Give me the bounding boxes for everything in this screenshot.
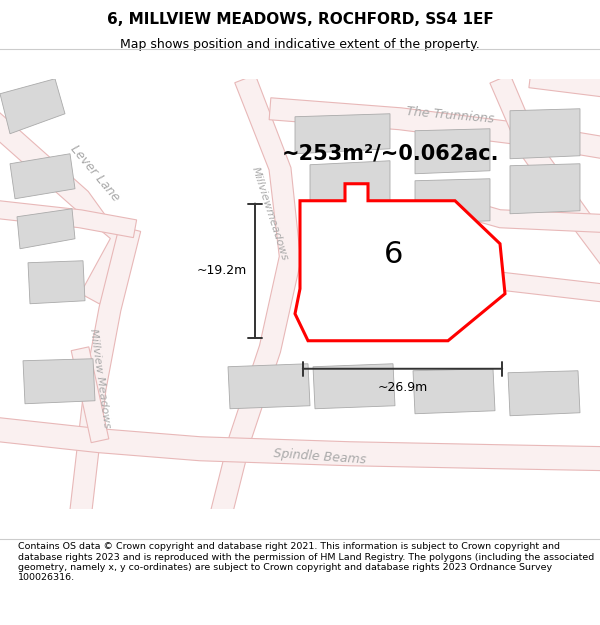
Text: Contains OS data © Crown copyright and database right 2021. This information is : Contains OS data © Crown copyright and d…: [18, 542, 594, 582]
Polygon shape: [529, 70, 600, 98]
Polygon shape: [295, 114, 390, 154]
Polygon shape: [228, 364, 310, 409]
Polygon shape: [0, 111, 130, 304]
Text: 6: 6: [383, 240, 403, 269]
Polygon shape: [0, 417, 600, 471]
Polygon shape: [490, 74, 600, 266]
Polygon shape: [69, 226, 140, 520]
Polygon shape: [310, 161, 390, 209]
Text: 6, MILLVIEW MEADOWS, ROCHFORD, SS4 1EF: 6, MILLVIEW MEADOWS, ROCHFORD, SS4 1EF: [107, 12, 493, 27]
Polygon shape: [398, 250, 600, 302]
Polygon shape: [23, 359, 95, 404]
Text: Millview Meadows: Millview Meadows: [88, 328, 112, 429]
Polygon shape: [510, 109, 580, 159]
Polygon shape: [10, 154, 75, 199]
Polygon shape: [415, 129, 490, 174]
Polygon shape: [310, 239, 390, 284]
Text: Spindle Beams: Spindle Beams: [273, 447, 367, 466]
Polygon shape: [71, 347, 109, 442]
Polygon shape: [209, 75, 301, 521]
Text: Millviewmeadows: Millviewmeadows: [250, 166, 290, 262]
Polygon shape: [0, 79, 65, 134]
Polygon shape: [295, 184, 505, 341]
Polygon shape: [0, 200, 137, 238]
Text: Map shows position and indicative extent of the property.: Map shows position and indicative extent…: [120, 38, 480, 51]
Polygon shape: [269, 98, 600, 159]
Polygon shape: [508, 371, 580, 416]
Text: ~253m²/~0.062ac.: ~253m²/~0.062ac.: [281, 144, 499, 164]
Text: Lever Lane: Lever Lane: [68, 143, 122, 204]
Polygon shape: [510, 164, 580, 214]
Polygon shape: [28, 261, 85, 304]
Polygon shape: [17, 209, 75, 249]
Polygon shape: [313, 364, 395, 409]
Text: The Trunnions: The Trunnions: [406, 106, 494, 126]
Polygon shape: [413, 369, 495, 414]
Text: ~19.2m: ~19.2m: [197, 264, 247, 278]
Text: ~26.9m: ~26.9m: [377, 381, 428, 394]
Polygon shape: [415, 179, 490, 224]
Polygon shape: [428, 190, 600, 232]
Polygon shape: [310, 287, 390, 324]
